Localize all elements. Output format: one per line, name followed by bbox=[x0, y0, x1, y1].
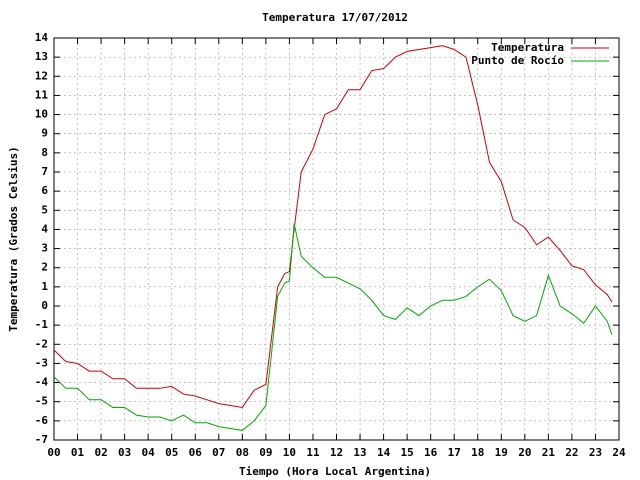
y-tick-label: 9 bbox=[41, 127, 48, 140]
y-tick-label: 5 bbox=[41, 203, 48, 216]
y-tick-label: 13 bbox=[35, 50, 48, 63]
y-tick-label: 10 bbox=[35, 108, 48, 121]
x-tick-label: 11 bbox=[306, 446, 320, 459]
x-tick-label: 23 bbox=[589, 446, 602, 459]
y-tick-label: -3 bbox=[35, 356, 48, 369]
x-tick-label: 07 bbox=[212, 446, 225, 459]
x-tick-label: 14 bbox=[377, 446, 391, 459]
series-line bbox=[53, 45, 613, 409]
x-tick-label: 15 bbox=[401, 446, 414, 459]
x-tick-label: 02 bbox=[94, 446, 107, 459]
x-tick-label: 03 bbox=[118, 446, 131, 459]
x-tick-label: 21 bbox=[542, 446, 556, 459]
y-tick-label: -2 bbox=[35, 337, 48, 350]
y-tick-label: 0 bbox=[41, 299, 48, 312]
x-tick-label: 01 bbox=[71, 446, 85, 459]
y-tick-label: 2 bbox=[41, 261, 48, 274]
y-tick-label: -7 bbox=[35, 433, 48, 446]
x-tick-label: 09 bbox=[259, 446, 272, 459]
x-tick-label: 19 bbox=[495, 446, 508, 459]
y-tick-label: -6 bbox=[35, 414, 49, 427]
x-tick-label: 24 bbox=[612, 446, 626, 459]
legend-label: Temperatura bbox=[491, 41, 564, 54]
y-tick-label: -5 bbox=[35, 395, 48, 408]
x-tick-label: 12 bbox=[330, 446, 343, 459]
y-tick-label: 11 bbox=[35, 88, 49, 101]
x-tick-label: 18 bbox=[471, 446, 484, 459]
x-tick-label: 08 bbox=[236, 446, 249, 459]
y-tick-label: 6 bbox=[41, 184, 48, 197]
y-tick-label: 8 bbox=[41, 146, 48, 159]
x-tick-label: 16 bbox=[424, 446, 438, 459]
x-axis-label: Tiempo (Hora Local Argentina) bbox=[239, 465, 431, 478]
chart-title: Temperatura 17/07/2012 bbox=[262, 11, 408, 24]
x-tick-label: 04 bbox=[142, 446, 156, 459]
y-tick-label: 3 bbox=[41, 242, 48, 255]
y-tick-label: 4 bbox=[41, 222, 48, 235]
y-axis-label: Temperatura (Grados Celsius) bbox=[7, 146, 20, 331]
x-tick-label: 22 bbox=[565, 446, 578, 459]
y-tick-label: 1 bbox=[41, 280, 48, 293]
y-tick-label: 7 bbox=[41, 165, 48, 178]
x-tick-label: 06 bbox=[189, 446, 203, 459]
y-tick-label: -1 bbox=[35, 318, 49, 331]
y-tick-label: 14 bbox=[35, 31, 49, 44]
x-tick-label: 20 bbox=[518, 446, 531, 459]
x-tick-label: 05 bbox=[165, 446, 178, 459]
x-tick-label: 17 bbox=[448, 446, 461, 459]
legend-label: Punto de Rocío bbox=[471, 54, 564, 67]
series-line bbox=[53, 223, 613, 431]
x-tick-label: 10 bbox=[283, 446, 296, 459]
plot-frame bbox=[53, 37, 620, 441]
y-tick-label: -4 bbox=[35, 376, 49, 389]
x-tick-label: 00 bbox=[47, 446, 60, 459]
x-tick-label: 13 bbox=[353, 446, 366, 459]
y-tick-label: 12 bbox=[35, 69, 48, 82]
